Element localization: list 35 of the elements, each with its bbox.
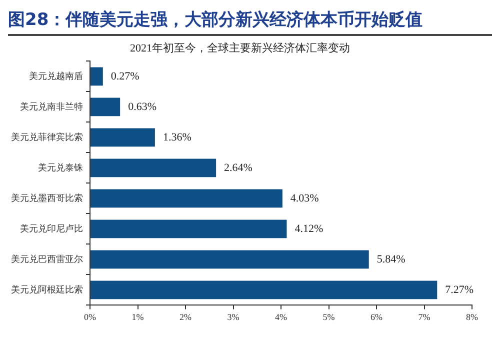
bar [90,67,103,86]
y-tick-label: 美元兑泰铢 [38,162,83,172]
y-tick-label: 美元兑南非兰特 [20,101,83,112]
y-tick-label: 美元兑越南盾 [29,70,83,81]
bar [90,128,155,147]
data-label: 4.12% [294,222,324,235]
y-tick-label: 美元兑墨西哥比索 [11,192,83,203]
data-label: 4.03% [290,192,319,204]
x-tick-label: 5% [322,312,336,322]
bar [90,98,120,116]
y-tick-label: 美元兑巴西雷亚尔 [11,254,83,264]
y-tick-label: 美元兑菲律宾比索 [11,132,83,142]
y-tick-label: 美元兑印尼卢比 [20,223,83,234]
x-tick-label: 7% [418,312,431,322]
x-tick-label: 3% [227,312,240,322]
data-label: 0.27% [110,70,140,82]
chart-title: 图28：伴随美元走强，大部分新兴经济体本币开始贬值 [8,8,492,36]
chart-subtitle: 2021年初至今，全球主要新兴经济体汇率变动 [130,41,350,54]
bar [90,189,282,208]
data-label: 0.63% [128,100,157,113]
bar [90,220,287,238]
data-label: 1.36% [162,131,192,144]
x-tick-label: 1% [132,312,144,322]
bar [90,280,438,300]
data-label: 2.64% [224,162,252,174]
bar [90,250,369,269]
bar [90,158,216,178]
data-label: 7.27% [445,284,474,296]
x-tick-label: 6% [370,312,383,322]
data-label: 5.84% [376,253,406,266]
x-tick-label: 8% [466,312,478,322]
x-tick-label: 0% [84,312,96,322]
x-tick-label: 4% [275,312,288,322]
x-tick-label: 2% [180,312,192,322]
y-tick-label: 美元兑阿根廷比索 [11,284,83,294]
